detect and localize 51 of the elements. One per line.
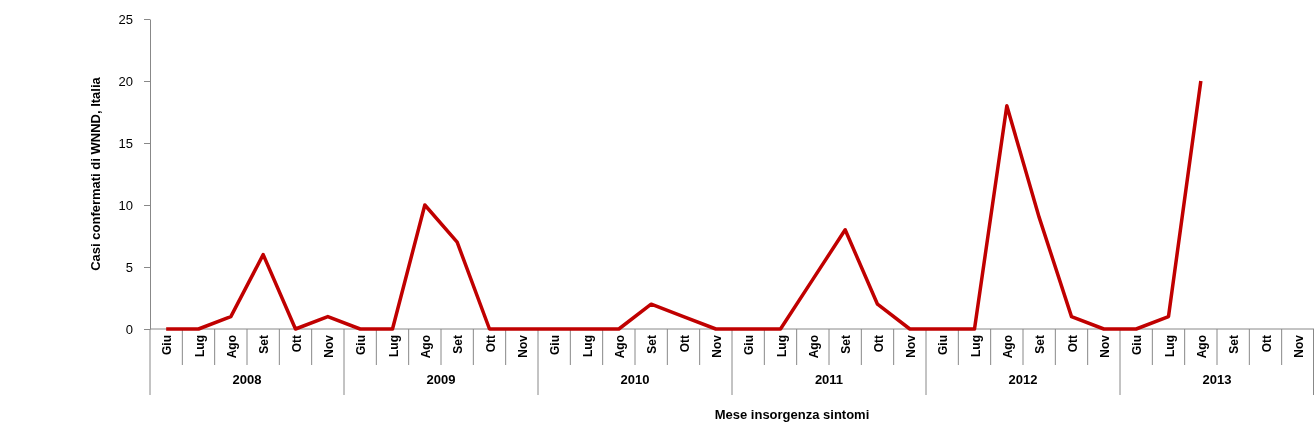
x-tick-label: Lug [386,335,401,357]
x-tick-label: Lug [192,335,207,357]
text: 2008 [232,372,262,387]
text: 2013 [1202,372,1232,387]
x-tick-label: Nov [1097,334,1112,358]
x-tick-label: Ott [289,335,304,353]
x-tick-label: Giu [936,335,951,355]
x-tick-label: Giu [160,335,175,355]
x-axis-title: Mese insorgenza sintomi [714,407,870,422]
x-tick-label: Giu [548,335,563,355]
x-tick-label: Lug [1162,335,1177,357]
x-tick-label: Lug [968,335,983,357]
x-tick-label: Ago [612,335,627,359]
x-tick-label: Nov [1291,334,1306,358]
x-tick-label: Nov [903,334,918,358]
line-series [164,79,1203,331]
x-tick-label: Giu [354,335,369,355]
x-tick-label: Set [257,335,272,354]
x-tick-label: Ago [224,335,239,359]
text: 2012 [1008,372,1038,387]
x-tick-label: Set [1033,335,1048,354]
x-tick-label: Giu [1130,335,1145,355]
x-tick-label: Nov [321,334,336,358]
text: 2010 [620,372,650,387]
x-tick-label: Ago [418,335,433,359]
x-tick-label: Ott [871,335,886,353]
x-tick-label: Set [451,335,466,354]
x-tick-label: Ago [806,335,821,359]
x-tick-label: Ago [1000,335,1015,359]
x-tick-label: Set [1227,335,1242,354]
x-tick-label: Set [645,335,660,354]
x-tick-label: Ott [1259,335,1274,353]
x-tick-label: Set [839,335,854,354]
y-tick-label: 10 [118,197,133,213]
y-tick-label: 20 [118,73,133,89]
y-tick-label: 15 [118,135,133,151]
y-tick-label: 0 [125,321,133,337]
y-tick-label: 25 [118,11,133,27]
y-axis-title: Casi confermati di WNND, Italia [88,76,103,271]
x-tick-label: Lug [774,335,789,357]
x-tick-label: Ott [483,335,498,353]
text: 2011 [814,372,844,387]
x-tick-label: Lug [580,335,595,357]
x-tick-label: Nov [515,334,530,358]
x-tick-label: Ago [1194,335,1209,359]
x-tick-label: Ott [677,335,692,353]
x-tick-label: Giu [742,335,757,355]
text: 2009 [426,372,456,387]
y-tick-label: 5 [125,259,133,275]
x-tick-label: Nov [709,334,724,358]
x-tick-label: Ott [1065,335,1080,353]
